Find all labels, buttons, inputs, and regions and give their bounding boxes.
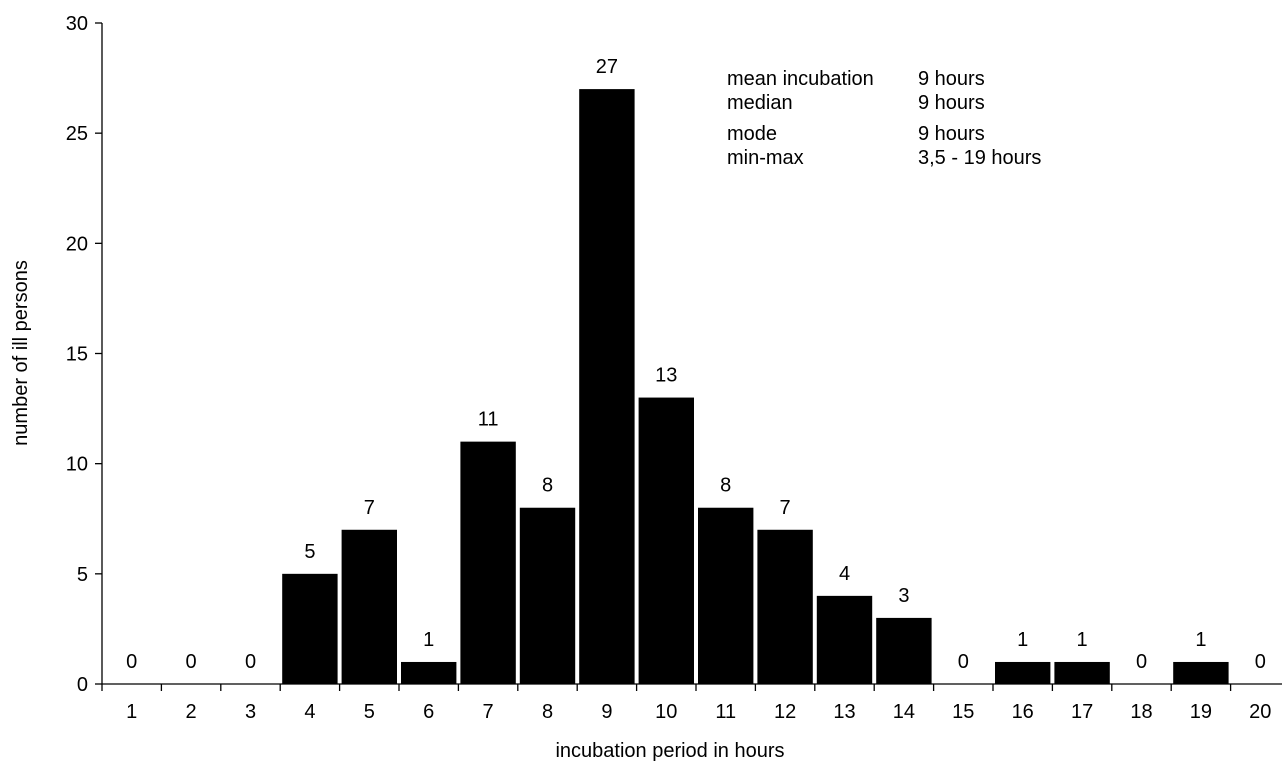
y-tick-label: 10 [66, 454, 88, 476]
data-label: 0 [186, 651, 197, 673]
labels: 1020304557617118892710131181271341431501… [126, 56, 1271, 723]
data-label: 3 [898, 585, 909, 607]
x-tick-label: 18 [1130, 701, 1152, 723]
x-tick-label: 1 [126, 701, 137, 723]
bar [995, 661, 1051, 684]
stat-label: mode [727, 123, 777, 145]
bar [816, 595, 873, 684]
bar [341, 529, 397, 684]
bars [282, 89, 1229, 685]
data-label: 1 [1077, 629, 1088, 651]
y-axis-title: number of ill persons [10, 260, 32, 446]
y-tick-label: 20 [66, 233, 88, 255]
x-tick-label: 3 [245, 701, 256, 723]
bar [698, 507, 754, 684]
bar [1173, 661, 1229, 684]
stat-value: 9 hours [918, 123, 985, 145]
data-label: 0 [958, 651, 969, 673]
bar [519, 507, 576, 684]
data-label: 4 [839, 563, 850, 585]
bar [579, 89, 635, 685]
x-tick-label: 13 [833, 701, 855, 723]
x-tick-label: 16 [1012, 701, 1034, 723]
y-tick-label: 0 [77, 674, 88, 696]
x-tick-label: 19 [1190, 701, 1212, 723]
data-label: 13 [655, 365, 677, 387]
x-tick-label: 14 [893, 701, 915, 723]
data-label: 1 [1017, 629, 1028, 651]
y-tick-label: 5 [77, 564, 88, 586]
y-tick-label: 30 [66, 13, 88, 35]
x-tick-label: 2 [186, 701, 197, 723]
x-tick-label: 8 [542, 701, 553, 723]
data-label: 0 [1255, 651, 1266, 673]
stat-value: 9 hours [918, 68, 985, 90]
bar [1054, 661, 1110, 684]
data-label: 8 [720, 475, 731, 497]
data-label: 1 [1195, 629, 1206, 651]
data-label: 0 [245, 651, 256, 673]
stat-label: median [727, 92, 793, 114]
y-tick-label: 25 [66, 123, 88, 145]
stat-label: mean incubation [727, 68, 874, 90]
x-tick-label: 6 [423, 701, 434, 723]
stat-value: 9 hours [918, 92, 985, 114]
bar [876, 617, 932, 684]
data-label: 7 [780, 497, 791, 519]
x-tick-label: 15 [952, 701, 974, 723]
stat-value: 3,5 - 19 hours [918, 147, 1041, 169]
data-label: 27 [596, 56, 618, 78]
x-tick-label: 11 [715, 701, 736, 723]
x-tick-label: 20 [1249, 701, 1271, 723]
x-axis-title: incubation period in hours [555, 740, 784, 762]
data-label: 8 [542, 475, 553, 497]
stat-label: min-max [727, 147, 804, 169]
x-tick-label: 12 [774, 701, 796, 723]
data-label: 1 [423, 629, 434, 651]
stats-annotation: mean incubation 9 hours median 9 hours m… [727, 68, 1041, 169]
bar [757, 529, 813, 684]
x-tick-label: 4 [304, 701, 315, 723]
y-tick-label: 15 [66, 344, 88, 366]
bar [282, 573, 338, 684]
x-tick-label: 10 [655, 701, 677, 723]
bar [638, 397, 694, 684]
bar [460, 441, 516, 684]
x-tick-label: 17 [1071, 701, 1093, 723]
data-label: 0 [126, 651, 137, 673]
data-label: 0 [1136, 651, 1147, 673]
data-label: 11 [478, 409, 499, 431]
x-tick-label: 9 [601, 701, 612, 723]
x-tick-label: 7 [483, 701, 494, 723]
bar [401, 661, 457, 684]
data-label: 5 [304, 541, 315, 563]
x-tick-label: 5 [364, 701, 375, 723]
data-label: 7 [364, 497, 375, 519]
